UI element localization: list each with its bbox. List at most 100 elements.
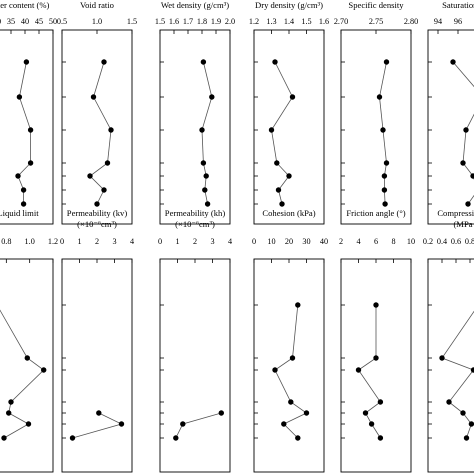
panel-1: 253035404550Water content (%) — [0, 0, 57, 225]
data-point — [460, 160, 466, 166]
x-tick-label: 0.5 — [57, 17, 67, 26]
data-point — [373, 302, 379, 308]
x-tick-label: 0.2 — [423, 237, 433, 246]
x-tick-label: 0 — [158, 237, 162, 246]
data-point — [101, 59, 107, 65]
data-point — [118, 421, 125, 427]
data-point — [90, 94, 97, 100]
panel-title: (×10⁻⁶cm³) — [77, 219, 117, 229]
data-point — [381, 187, 388, 193]
data-point — [27, 127, 34, 133]
series-line — [0, 309, 45, 439]
x-tick-label: 1.6 — [169, 17, 179, 26]
x-tick-label: 30 — [0, 17, 1, 26]
panel-title: Void ratio — [80, 0, 114, 10]
panel-frame — [427, 29, 474, 225]
panel-2: 0.5 1.0 1.5 Void ratio — [57, 0, 137, 225]
x-tick-label: 0.8 — [1, 237, 11, 246]
x-tick-label: 2.70 — [334, 17, 348, 26]
panel-8: 0 1 2 3 4 Permeability (kv)(×10⁻⁶cm³) — [60, 208, 134, 473]
panel-title: (×10⁻⁶cm³) — [175, 219, 215, 229]
x-tick-label: 4 — [130, 237, 134, 246]
x-tick-label: 2.75 — [369, 17, 383, 26]
panel-frame — [61, 29, 133, 225]
data-point — [286, 173, 292, 179]
data-point — [380, 127, 386, 133]
data-point — [20, 187, 27, 193]
data-point — [377, 435, 384, 441]
data-point — [6, 410, 12, 416]
panel-11: 2 4 6 8 10 Friction angle (°) — [339, 208, 415, 473]
data-point — [295, 435, 301, 441]
data-point — [108, 127, 114, 133]
panel-frame — [0, 29, 54, 225]
data-point — [218, 410, 224, 416]
data-point — [450, 59, 456, 65]
data-point — [87, 173, 93, 179]
panel-6: 949698Saturation d — [427, 0, 474, 225]
data-point — [200, 59, 207, 65]
data-point — [355, 367, 362, 373]
x-tick-label: 1.2 — [249, 17, 259, 26]
series-line — [441, 310, 474, 439]
data-point — [289, 355, 296, 361]
x-tick-label: 1.6 — [319, 17, 329, 26]
data-point — [382, 201, 388, 207]
data-point — [203, 173, 209, 179]
x-tick-label: 35 — [7, 17, 15, 26]
panel-title: (MPa — [453, 219, 472, 229]
data-point — [104, 160, 111, 166]
data-point — [200, 160, 207, 166]
data-point — [101, 187, 107, 193]
x-tick-label: 4 — [228, 237, 232, 246]
x-tick-label: 1.5 — [155, 17, 165, 26]
x-tick-label: 1.2 — [48, 237, 58, 246]
series-line — [271, 61, 293, 205]
data-point — [439, 355, 445, 361]
data-point — [377, 399, 384, 405]
panel-title: Liquid limit — [0, 208, 39, 218]
panel-frame — [340, 29, 412, 225]
data-point — [202, 187, 208, 193]
data-point — [279, 201, 285, 207]
x-tick-label: 1.3 — [266, 17, 276, 26]
data-point — [204, 201, 211, 207]
panel-frame — [253, 29, 325, 225]
x-tick-label: 0.6 — [451, 237, 461, 246]
panel-12: 0.20.40.60.81.0Compression c(MPa — [423, 208, 474, 473]
data-point — [468, 421, 474, 427]
panel-title: Permeability (kv) — [67, 208, 128, 218]
data-point — [25, 421, 32, 427]
panel-9: 0 1 2 3 4 Permeability (kh)(×10⁻⁶cm³) — [158, 208, 232, 473]
x-tick-label: 4 — [356, 237, 360, 246]
series-line — [201, 61, 213, 205]
data-point — [16, 94, 23, 100]
panel-4: 1.2 1.3 1.4 1.5 1.6 Dry density (g/cm³) — [249, 0, 329, 225]
x-tick-label: 2 — [95, 237, 99, 246]
data-point — [470, 173, 474, 179]
data-point — [272, 59, 278, 65]
x-tick-label: 0 — [252, 237, 256, 246]
x-tick-label: 3 — [112, 237, 116, 246]
panel-title: Cohesion (kPa) — [262, 208, 315, 218]
series-line — [452, 61, 474, 205]
data-point — [446, 399, 452, 405]
panel-title: Wet density (g/cm³) — [161, 0, 229, 10]
panel-title: Saturation d — [442, 0, 474, 10]
data-point — [209, 94, 215, 100]
x-tick-label: 40 — [320, 237, 328, 246]
x-tick-label: 2 — [193, 237, 197, 246]
x-tick-label: 10 — [407, 237, 415, 246]
x-tick-label: 45 — [35, 17, 43, 26]
data-point — [281, 421, 287, 427]
x-tick-label: 3 — [210, 237, 214, 246]
x-tick-label: 1.8 — [197, 17, 207, 26]
x-tick-label: 1.7 — [183, 17, 193, 26]
data-point — [383, 160, 390, 166]
x-tick-label: 1.9 — [211, 17, 221, 26]
series-line — [89, 61, 112, 205]
data-point — [465, 201, 471, 207]
